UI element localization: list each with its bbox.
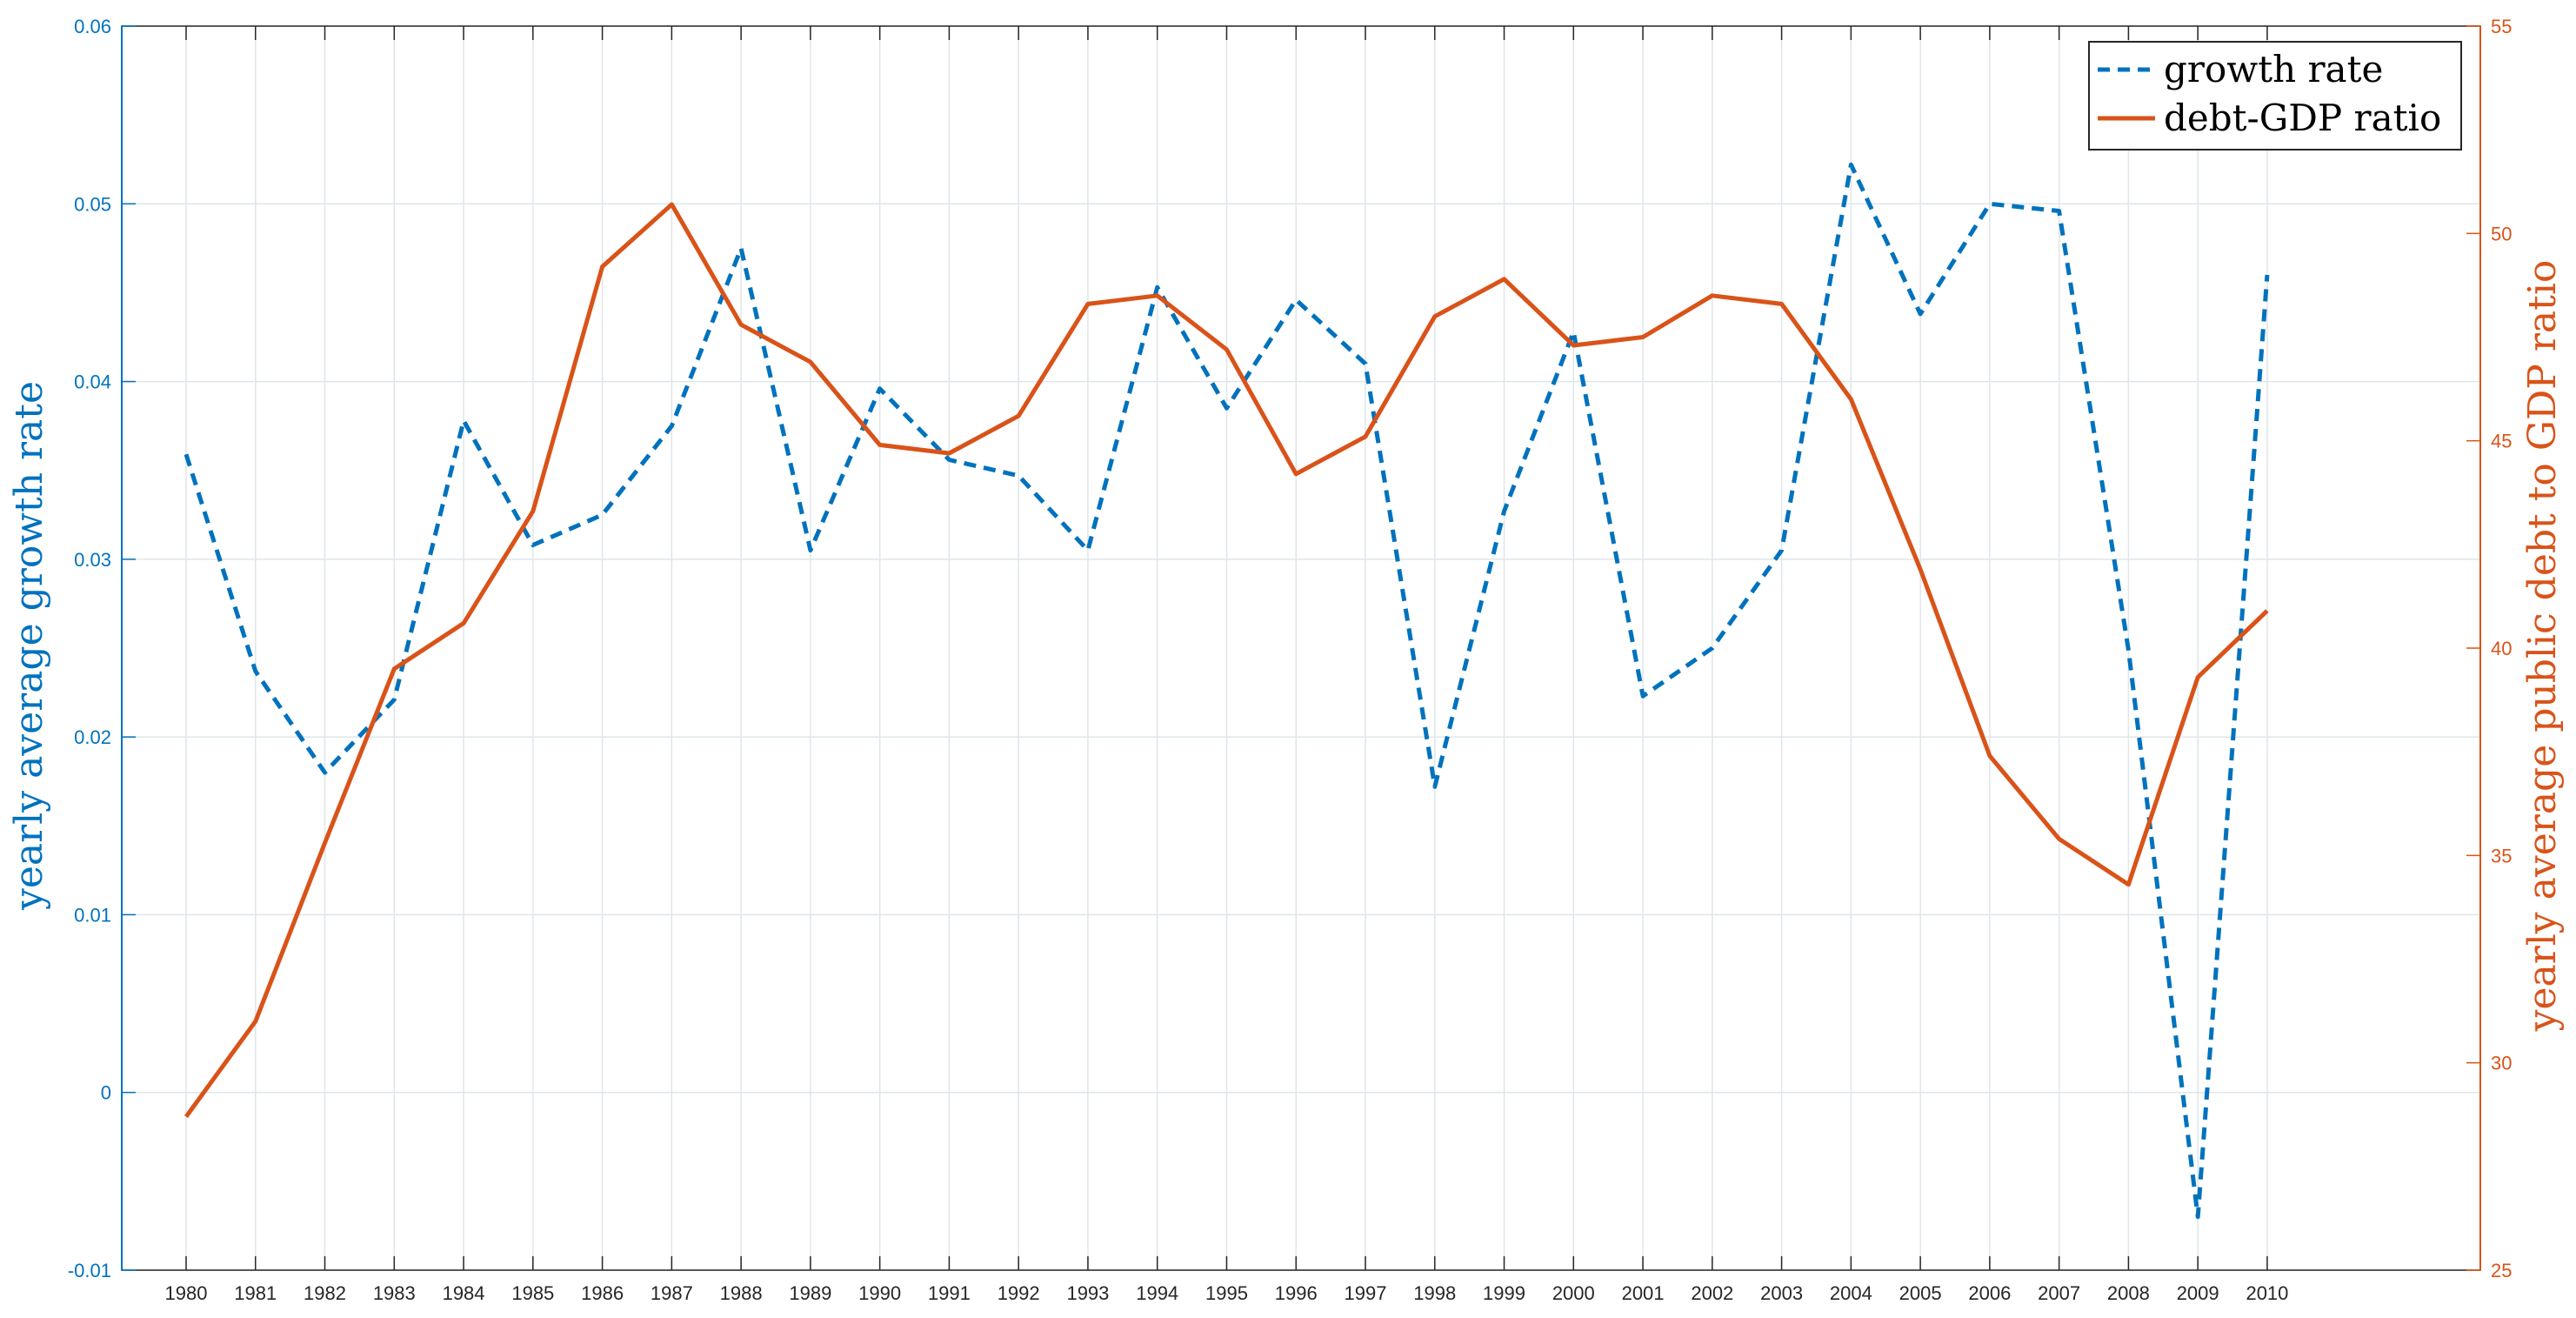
right-y-tick-label: 55: [2491, 16, 2512, 37]
x-tick-label: 2005: [1899, 1282, 1942, 1304]
left-y-tick-label: 0.04: [74, 371, 111, 393]
x-tick-label: 2000: [1552, 1282, 1595, 1304]
x-axis-ticks: 1980 1981 1982 1983 1984 1985 1986 1987 1988 1989…: [165, 26, 2288, 1304]
x-tick-label: 1984: [443, 1282, 485, 1304]
x-tick-label: 1985: [511, 1282, 554, 1304]
x-tick-label: 2010: [2246, 1282, 2288, 1304]
right-y-tick-label: 30: [2491, 1053, 2512, 1074]
x-tick-label: 1998: [1413, 1282, 1456, 1304]
left-y-axis-title: yearly average growth rate: [7, 381, 51, 911]
x-tick-label: 1988: [720, 1282, 763, 1304]
x-tick-label: 1989: [789, 1282, 831, 1304]
x-tick-label: 2001: [1622, 1282, 1665, 1304]
left-y-axis-ticks: -0.01 0 0.01 0.02 0.03 0.04 0.05 0.06: [68, 16, 136, 1281]
x-tick-label: 1987: [651, 1282, 693, 1304]
series-line-debt-gdp-ratio: [184, 202, 2269, 1119]
legend-box: [2088, 41, 2462, 151]
left-y-tick-label: -0.01: [68, 1260, 111, 1281]
x-tick-label: 1981: [234, 1282, 277, 1304]
x-tick-label: 1994: [1136, 1282, 1178, 1304]
x-tick-label: 1982: [304, 1282, 346, 1304]
x-tick-label: 2009: [2177, 1282, 2219, 1304]
right-y-axis-title: yearly average public debt to GDP ratio: [2520, 260, 2565, 1033]
left-y-tick-label: 0.02: [74, 726, 111, 748]
right-y-tick-label: 35: [2491, 845, 2512, 866]
x-tick-label: 1980: [165, 1282, 208, 1304]
left-y-tick-label: 0.03: [74, 549, 111, 571]
series-line-growth-rate: [184, 162, 2270, 1220]
x-tick-label: 1993: [1066, 1282, 1109, 1304]
x-tick-label: 1996: [1275, 1282, 1318, 1304]
x-tick-label: 2004: [1830, 1282, 1872, 1304]
x-tick-label: 1995: [1205, 1282, 1248, 1304]
x-tick-label: 1997: [1345, 1282, 1387, 1304]
x-tick-label: 2002: [1691, 1282, 1733, 1304]
x-tick-label: 1991: [928, 1282, 971, 1304]
x-tick-label: 2008: [2107, 1282, 2150, 1304]
x-tick-label: 1992: [998, 1282, 1040, 1304]
left-y-tick-label: 0.06: [74, 16, 111, 37]
right-y-tick-label: 40: [2491, 638, 2512, 659]
legend: growth rate debt-GDP ratio: [2088, 41, 2462, 151]
right-y-tick-label: 25: [2491, 1260, 2512, 1281]
legend-label-growth-rate: growth rate: [2164, 48, 2383, 90]
right-y-axis-ticks: 25 30 35 40 45 50 55: [2466, 16, 2512, 1281]
x-tick-label: 1986: [581, 1282, 624, 1304]
x-tick-label: 2003: [1760, 1282, 1803, 1304]
x-tick-label: 2006: [1968, 1282, 2011, 1304]
right-y-tick-label: 50: [2491, 223, 2512, 244]
left-y-tick-label: 0: [101, 1082, 111, 1104]
x-tick-label: 2007: [2038, 1282, 2080, 1304]
x-tick-label: 1990: [858, 1282, 901, 1304]
series: [184, 162, 2270, 1220]
legend-label-debt-gdp-ratio: debt-GDP ratio: [2164, 97, 2441, 139]
right-y-tick-label: 45: [2491, 431, 2512, 452]
x-tick-label: 1999: [1483, 1282, 1525, 1304]
left-y-tick-label: 0.05: [74, 193, 111, 215]
x-tick-label: 1983: [373, 1282, 416, 1304]
left-y-tick-label: 0.01: [74, 904, 111, 926]
